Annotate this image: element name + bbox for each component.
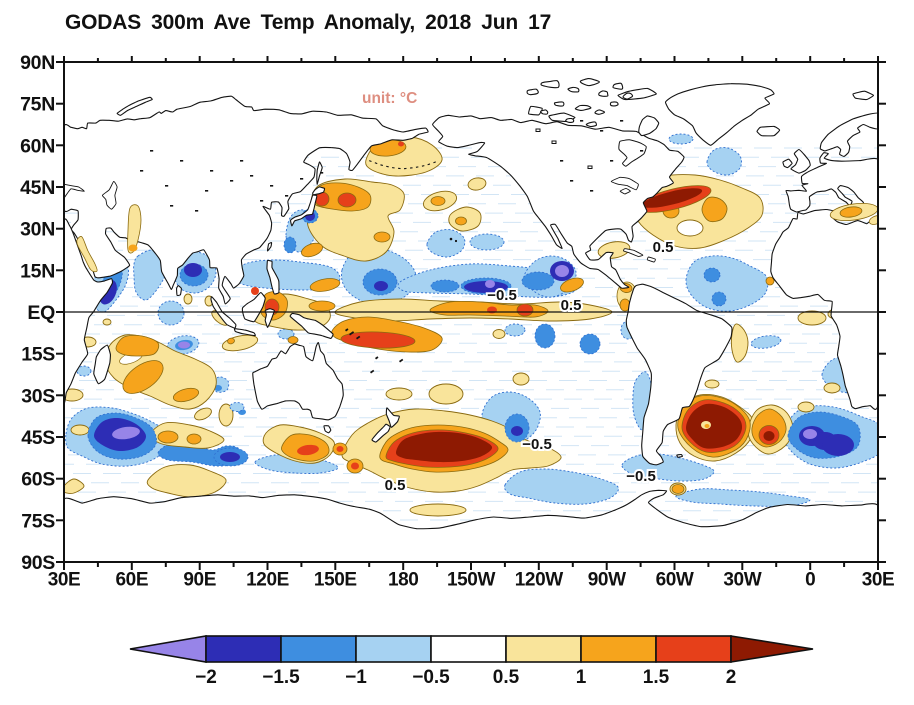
svg-text:−1: −1 [345, 667, 367, 688]
svg-text:90N: 90N [20, 52, 55, 74]
svg-text:75N: 75N [20, 94, 55, 116]
svg-text:−2: −2 [195, 667, 217, 688]
svg-text:30S: 30S [21, 385, 55, 407]
svg-text:0.5: 0.5 [561, 297, 582, 314]
svg-text:90E: 90E [183, 570, 216, 591]
svg-text:−0.5: −0.5 [626, 468, 656, 485]
svg-text:−0.5: −0.5 [487, 287, 517, 304]
svg-text:30E: 30E [48, 570, 81, 591]
svg-text:15N: 15N [20, 260, 55, 282]
svg-text:60E: 60E [115, 570, 148, 591]
svg-text:1.5: 1.5 [643, 667, 670, 688]
svg-text:−0.5: −0.5 [412, 667, 450, 688]
svg-text:150E: 150E [314, 570, 357, 591]
svg-text:30E: 30E [862, 570, 895, 591]
svg-text:75S: 75S [21, 510, 55, 532]
svg-text:120W: 120W [515, 570, 564, 591]
svg-text:−0.5: −0.5 [522, 436, 552, 453]
svg-text:−1.5: −1.5 [262, 667, 300, 688]
svg-text:45S: 45S [21, 427, 55, 449]
svg-text:60N: 60N [20, 135, 55, 157]
svg-text:0.5: 0.5 [653, 239, 674, 256]
svg-text:45N: 45N [20, 177, 55, 199]
svg-text:0.5: 0.5 [385, 477, 406, 494]
svg-text:180: 180 [388, 570, 419, 591]
svg-text:90W: 90W [588, 570, 626, 591]
svg-text:30W: 30W [723, 570, 761, 591]
svg-text:GODAS 300m Ave Temp Anomaly, 2: GODAS 300m Ave Temp Anomaly, 2018 Jun 17 [65, 11, 551, 34]
svg-text:30N: 30N [20, 219, 55, 241]
svg-text:15S: 15S [21, 344, 55, 366]
svg-text:0: 0 [805, 570, 815, 591]
svg-text:unit: °C: unit: °C [362, 90, 417, 107]
svg-text:EQ: EQ [27, 302, 55, 324]
svg-text:60W: 60W [656, 570, 694, 591]
svg-text:60S: 60S [21, 469, 55, 491]
svg-text:0.5: 0.5 [493, 667, 520, 688]
svg-text:120E: 120E [246, 570, 289, 591]
svg-text:2: 2 [726, 667, 737, 688]
svg-text:150W: 150W [447, 570, 496, 591]
svg-text:1: 1 [576, 667, 587, 688]
svg-text:90S: 90S [21, 552, 55, 574]
